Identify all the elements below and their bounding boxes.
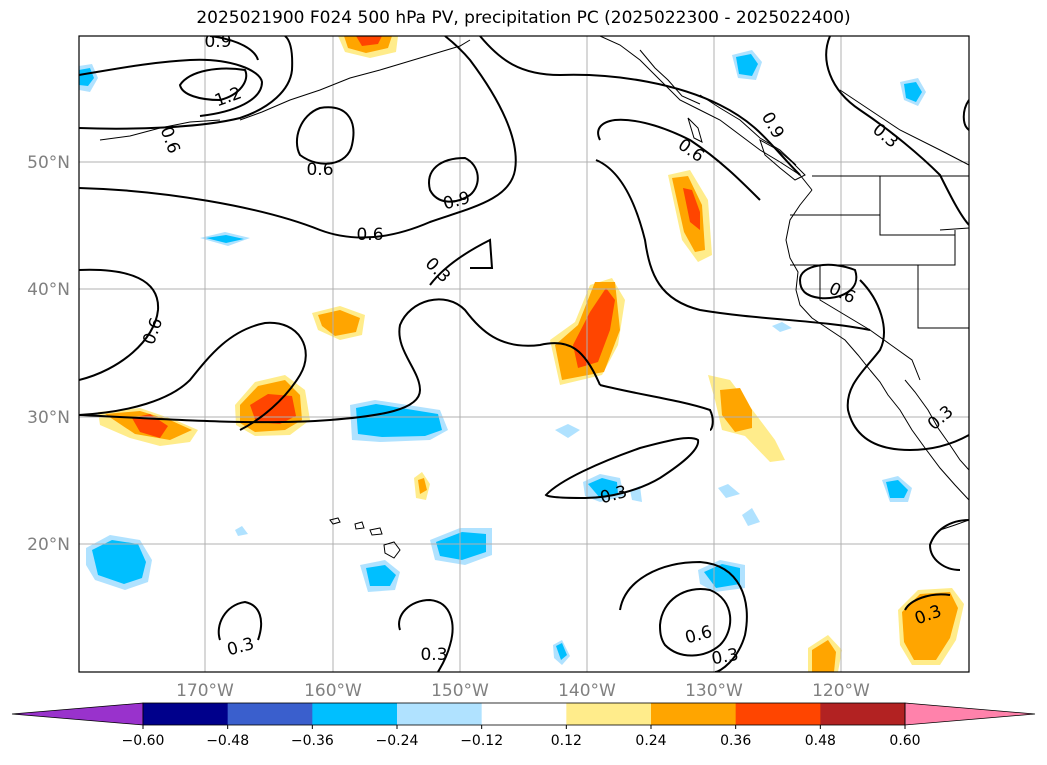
contour-label: 0.9 [441,188,472,214]
colorbar-swatch [735,703,821,725]
colorbar-tick-label: 0.36 [720,733,751,749]
precip-negative-area [886,480,908,498]
contour-label: 0.6 [683,622,714,648]
contour-label: 0.3 [924,402,958,435]
colorbar-tick-label: −0.36 [291,733,334,749]
colorbar-swatch [651,703,737,725]
contour-label: 0.9 [204,32,231,52]
precip-negative-area [736,54,758,76]
precip-negative-area [742,508,760,526]
precip-positive-area [356,36,382,46]
colorbar-swatch [481,703,567,725]
contour-label: 0.3 [421,254,454,287]
contour-label: 0.6 [156,124,184,156]
precip-positive-area [683,188,700,230]
precip-negative-area [718,484,740,498]
lon-label: 150°W [431,681,489,701]
colorbar-tick-label: 0.12 [551,733,582,749]
colorbar: −0.60 −0.48 −0.36 −0.24 −0.12 0.12 0.24 0.36 0.4… [11,702,1036,749]
colorbar-tick-label: −0.24 [376,733,419,749]
colorbar-tick-label: 0.60 [889,733,920,749]
lon-label: 130°W [685,681,743,701]
lat-label: 50°N [27,153,70,173]
precip-positive-area [132,414,168,438]
precip-negative-area [235,526,248,536]
contour-label: 0.3 [420,645,447,665]
colorbar-extend-low [11,702,144,726]
lon-label: 120°W [812,681,870,701]
contour-label: 0.3 [868,120,902,153]
contour-label: 0.6 [356,225,383,245]
precip-positive-area [573,288,615,368]
precip-positive-area [902,592,958,660]
lon-label: 170°W [176,681,234,701]
lat-label: 40°N [27,280,70,300]
precip-negative-area [92,540,146,584]
precip-negative-area [206,235,244,243]
colorbar-tick-label: 0.24 [635,733,666,749]
contour-label: 0.6 [139,315,167,347]
colorbar-swatch [397,703,483,725]
contour-label: 0.3 [225,634,256,660]
precip-positive-area [318,310,360,336]
colorbar-tick-label: −0.48 [206,733,249,749]
lat-label: 30°N [27,408,70,428]
colorbar-swatch [566,703,652,725]
precip-negative-area [772,322,792,332]
precip-negative-area [436,532,486,560]
contour-label: 0.6 [306,160,333,180]
lon-label: 140°W [558,681,616,701]
map-area: 0.9 1.2 0.6 0.6 0.9 0.6 0.3 0.6 0.6 0.9 … [79,32,969,672]
longitude-labels: 170°W 160°W 150°W 140°W 130°W 120°W [176,681,870,701]
pv-contours [79,36,969,672]
precip-negative-area [556,643,567,660]
lat-label: 20°N [27,535,70,555]
colorbar-tick-label: −0.60 [122,733,165,749]
gridlines [79,36,969,672]
colorbar-swatch [143,703,229,725]
contour-label: 0.3 [710,645,740,669]
colorbar-swatch [227,703,313,725]
contour-labels: 0.9 1.2 0.6 0.6 0.9 0.6 0.3 0.6 0.6 0.9 … [139,32,958,669]
precip-positive-area [720,388,752,432]
colorbar-tick-label: 0.48 [805,733,836,749]
colorbar-frame [142,702,906,726]
precip-positive-area [812,640,836,672]
contour-label: 0.9 [757,109,788,142]
colorbar-tick-label: −0.12 [460,733,503,749]
precip-negative-area [356,404,442,437]
coastlines [99,36,969,559]
precip-negative-area [904,82,922,102]
colorbar-extend-high [904,702,1036,726]
chart-title: 2025021900 F024 500 hPa PV, precipitatio… [196,8,851,28]
precip-shading [79,36,964,672]
precip-negative-area [366,565,396,586]
precip-negative-area [555,424,580,438]
precip-negative-area [704,564,740,588]
contour-label: 0.6 [826,279,859,309]
colorbar-swatch [312,703,398,725]
precip-positive-area [418,478,427,494]
lon-label: 160°W [304,681,362,701]
map-frame [78,35,970,673]
latitude-labels: 50°N 40°N 30°N 20°N [27,153,70,555]
precip-negative-area [588,478,618,498]
colorbar-swatch [820,703,906,725]
